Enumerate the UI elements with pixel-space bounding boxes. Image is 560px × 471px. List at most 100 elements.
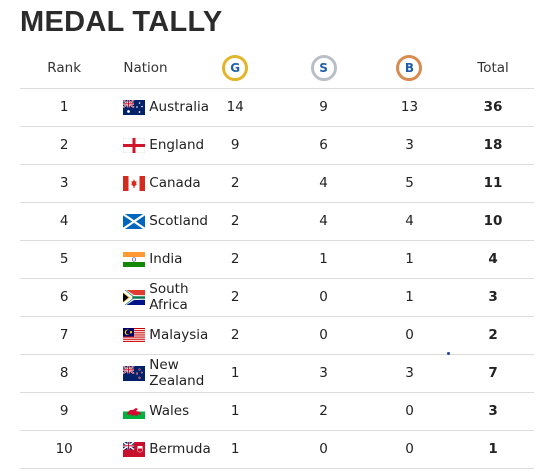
stray-dot (447, 352, 450, 355)
gold-count-cell: 2 (230, 251, 240, 267)
bronze-count-cell: 0 (405, 441, 414, 457)
silver-count-cell: 0 (319, 289, 328, 305)
table-row[interactable]: 9 Wales 1 2 0 3 (20, 392, 534, 430)
bronze-count-cell: 4 (405, 213, 414, 229)
rank-cell: 6 (59, 289, 69, 305)
total-cell: 10 (483, 213, 503, 229)
nation-cell[interactable]: Scotland (149, 213, 208, 229)
total-cell: 2 (488, 327, 498, 343)
nation-header[interactable]: Nation (108, 49, 190, 88)
silver-count-cell: 9 (319, 99, 328, 115)
flag-cell (108, 126, 149, 164)
gold-count-cell: 2 (230, 289, 240, 305)
bronze-count-cell: 5 (405, 175, 414, 191)
gold-header[interactable]: G (190, 49, 280, 88)
nation-cell[interactable]: India (149, 251, 183, 267)
gold-count-cell: 9 (230, 137, 240, 153)
australia-flag-icon (123, 99, 149, 115)
india-flag-icon (123, 251, 149, 267)
total-cell: 11 (483, 175, 503, 191)
medal-table: Rank Nation G S B Total 1 Australia 14 9 13… (20, 49, 534, 469)
rank-cell: 2 (59, 137, 69, 153)
silver-count-cell: 3 (319, 365, 328, 381)
bronze-count-cell: 1 (405, 251, 414, 267)
malaysia-flag-icon (123, 327, 149, 343)
gold-count-cell: 2 (230, 175, 240, 191)
table-row[interactable]: 1 Australia 14 9 13 36 (20, 88, 534, 126)
south-africa-flag-icon (123, 289, 149, 305)
flag-cell (108, 240, 149, 278)
rank-cell: 5 (59, 251, 69, 267)
rank-cell: 7 (59, 327, 69, 343)
table-row[interactable]: 5 India 2 1 1 4 (20, 240, 534, 278)
nation-cell[interactable]: South Africa (149, 281, 189, 313)
flag-cell (108, 354, 149, 392)
gold-count-cell: 14 (226, 99, 244, 115)
total-header[interactable]: Total (477, 60, 509, 77)
silver-medal-icon: S (310, 55, 337, 82)
gold-count-cell: 1 (230, 365, 240, 381)
total-cell: 1 (488, 441, 498, 457)
table-header-row: Rank Nation G S B Total (20, 49, 534, 88)
bronze-count-cell: 3 (405, 365, 414, 381)
wales-flag-icon (123, 403, 149, 419)
flag-cell (108, 202, 149, 240)
silver-header[interactable]: S (280, 49, 367, 88)
total-cell: 4 (488, 251, 498, 267)
page-title: MEDAL TALLY (20, 6, 223, 38)
nation-header-label: Nation (123, 60, 168, 77)
total-cell: 7 (488, 365, 498, 381)
england-flag-icon (123, 137, 149, 153)
silver-count-cell: 0 (319, 441, 328, 457)
gold-medal-icon: G (222, 55, 249, 82)
total-cell: 18 (483, 137, 503, 153)
new-zealand-flag-icon (123, 365, 149, 381)
total-cell: 3 (488, 289, 498, 305)
table-row[interactable]: 6 South Africa 2 0 1 3 (20, 278, 534, 316)
rank-cell: 4 (59, 213, 69, 229)
silver-count-cell: 2 (319, 403, 328, 419)
flag-cell (108, 392, 149, 430)
bronze-count-cell: 1 (405, 289, 414, 305)
rank-cell: 8 (59, 365, 69, 381)
canada-flag-icon (123, 175, 149, 191)
table-row[interactable]: 8 New Zealand 1 3 3 7 (20, 354, 534, 392)
flag-cell (108, 316, 149, 354)
table-row[interactable]: 4 Scotland 2 4 4 10 (20, 202, 534, 240)
rank-cell: 9 (59, 403, 69, 419)
bronze-count-cell: 0 (405, 327, 414, 343)
bronze-count-cell: 13 (400, 99, 419, 115)
silver-count-cell: 4 (319, 213, 328, 229)
flag-cell (108, 430, 149, 468)
gold-count-cell: 1 (230, 403, 240, 419)
flag-cell (108, 164, 149, 202)
nation-cell[interactable]: New Zealand (149, 357, 205, 389)
nation-cell[interactable]: Bermuda (149, 441, 211, 457)
nation-cell[interactable]: Australia (149, 99, 210, 115)
bronze-medal-icon: B (396, 55, 423, 82)
nation-cell[interactable]: Malaysia (149, 327, 209, 343)
bronze-header[interactable]: B (367, 49, 452, 88)
rank-cell: 3 (59, 175, 69, 191)
bermuda-flag-icon (123, 441, 149, 457)
nation-cell[interactable]: England (149, 137, 205, 153)
flag-cell (108, 278, 149, 316)
scotland-flag-icon (123, 213, 149, 229)
nation-cell[interactable]: Canada (149, 175, 201, 191)
flag-cell (108, 88, 149, 126)
table-row[interactable]: 7 Malaysia 2 0 0 2 (20, 316, 534, 354)
bronze-count-cell: 0 (405, 403, 414, 419)
rank-cell: 1 (59, 99, 69, 115)
gold-count-cell: 2 (230, 327, 240, 343)
bronze-count-cell: 3 (405, 137, 414, 153)
silver-count-cell: 0 (319, 327, 328, 343)
table-row[interactable]: 2 England 9 6 3 18 (20, 126, 534, 164)
rank-header[interactable]: Rank (47, 60, 82, 77)
silver-count-cell: 1 (319, 251, 328, 267)
gold-count-cell: 2 (230, 213, 240, 229)
table-row[interactable]: 10 Bermuda 1 0 0 1 (20, 430, 534, 468)
total-cell: 36 (483, 99, 503, 115)
table-row[interactable]: 3 Canada 2 4 5 11 (20, 164, 534, 202)
nation-cell[interactable]: Wales (149, 403, 190, 419)
rank-cell: 10 (55, 441, 73, 457)
